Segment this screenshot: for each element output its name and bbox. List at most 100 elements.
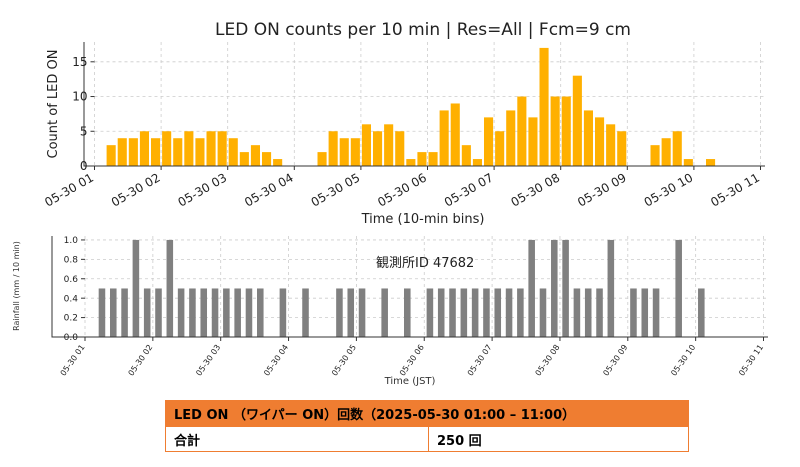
x-tick-label: 05-30 09 <box>601 343 629 378</box>
bar <box>162 131 172 166</box>
bar <box>417 152 427 166</box>
bar <box>460 288 468 337</box>
bar <box>630 288 637 337</box>
x-tick-label: 05-30 03 <box>194 343 222 378</box>
bar <box>506 110 516 166</box>
x-tick-label: 05-30 10 <box>669 343 697 378</box>
x-tick-label: 05-30 03 <box>175 170 229 209</box>
bar <box>494 288 502 337</box>
bar <box>177 288 185 337</box>
rain-x-ticks: 05-30 01 05-30 02 05-30 03 05-30 04 05-30 05… <box>59 337 765 378</box>
bar <box>245 288 253 337</box>
bar <box>217 131 227 166</box>
bar <box>672 131 682 166</box>
x-tick-label: 05-30 08 <box>534 343 562 378</box>
bar <box>195 138 205 166</box>
led-x-axis-label: Time (10-min bins) <box>361 212 485 227</box>
bar <box>698 288 705 337</box>
bar <box>317 152 327 166</box>
rain-y-axis-label: Rainfall (mm / 10 min) <box>12 241 21 331</box>
bar <box>361 124 372 166</box>
bar <box>395 131 405 166</box>
bar <box>250 145 261 166</box>
summary-table: LED ON （ワイパー ON）回数（2025-05-30 01:00 – 11… <box>165 400 689 452</box>
x-tick-label: 05-30 05 <box>309 170 363 209</box>
led-axes <box>83 42 765 167</box>
rain-axes <box>51 236 768 338</box>
bar <box>239 152 249 166</box>
bar <box>200 288 208 337</box>
bar <box>234 288 241 337</box>
bar <box>184 131 194 166</box>
y-tick-label: 10 <box>72 90 87 104</box>
bar <box>528 239 535 337</box>
bar <box>650 145 660 166</box>
bar <box>450 103 460 166</box>
y-tick-label: 0.4 <box>64 294 79 304</box>
bar <box>98 288 106 337</box>
bar <box>223 288 230 337</box>
bar <box>384 124 394 166</box>
chart-title: LED ON counts per 10 min | Res=All | Fcm… <box>215 20 631 40</box>
summary-header: LED ON （ワイパー ON）回数（2025-05-30 01:00 – 11… <box>165 400 689 427</box>
y-tick-label: 15 <box>72 55 87 69</box>
bar <box>347 288 355 337</box>
bar <box>551 239 558 337</box>
bar <box>261 152 272 166</box>
bar <box>573 288 581 337</box>
summary-value: 250 回 <box>428 426 689 452</box>
y-tick-label: 5 <box>80 124 88 138</box>
bar <box>661 138 671 166</box>
x-tick-label: 05-30 11 <box>708 170 762 209</box>
bar <box>607 239 615 337</box>
x-tick-label: 05-30 07 <box>442 170 496 209</box>
bar <box>336 288 343 337</box>
bar <box>350 138 360 166</box>
bar <box>150 138 161 166</box>
bar <box>517 288 524 337</box>
rain-x-axis-label: Time (JST) <box>384 376 436 387</box>
x-tick-label: 05-30 02 <box>109 170 163 209</box>
bar <box>339 138 349 166</box>
bar <box>675 239 682 337</box>
bar <box>279 288 287 337</box>
led-y-axis-label: Count of LED ON <box>46 50 61 159</box>
bar <box>683 159 693 166</box>
bar <box>328 131 338 166</box>
bar <box>572 75 582 166</box>
x-tick-label: 05-30 06 <box>375 170 429 209</box>
bar <box>117 138 127 166</box>
x-tick-label: 05-30 08 <box>508 170 562 209</box>
summary-label: 合計 <box>165 426 429 452</box>
x-tick-label: 05-30 04 <box>262 343 290 378</box>
rain-bars <box>98 239 705 337</box>
bar <box>372 131 383 166</box>
bar <box>166 239 174 337</box>
x-tick-label: 05-30 11 <box>737 343 765 378</box>
bar <box>121 288 128 337</box>
bar <box>583 110 594 166</box>
bar <box>132 239 140 337</box>
x-tick-label: 05-30 01 <box>59 343 87 378</box>
rain-grid <box>84 236 768 338</box>
bar <box>528 117 538 166</box>
x-tick-label: 05-30 02 <box>126 343 154 378</box>
y-tick-label: 0.6 <box>64 275 79 285</box>
bar <box>206 131 216 166</box>
bar <box>584 288 592 337</box>
bar <box>256 288 264 337</box>
bar <box>550 96 560 166</box>
x-tick-label: 05-30 06 <box>398 343 426 378</box>
bar <box>539 47 549 166</box>
bar <box>437 288 445 337</box>
bar <box>652 288 660 337</box>
bar <box>495 131 505 166</box>
bar <box>128 138 138 166</box>
bar <box>211 288 219 337</box>
bar <box>404 288 411 337</box>
bar <box>594 117 605 166</box>
rainfall-chart: 0.00.20.40.60.81.0 05-30 01 05-30 02 05-30… <box>12 236 768 387</box>
y-tick-label: 0.0 <box>64 333 79 343</box>
y-tick-label: 0.2 <box>64 314 78 324</box>
bar <box>606 124 616 166</box>
